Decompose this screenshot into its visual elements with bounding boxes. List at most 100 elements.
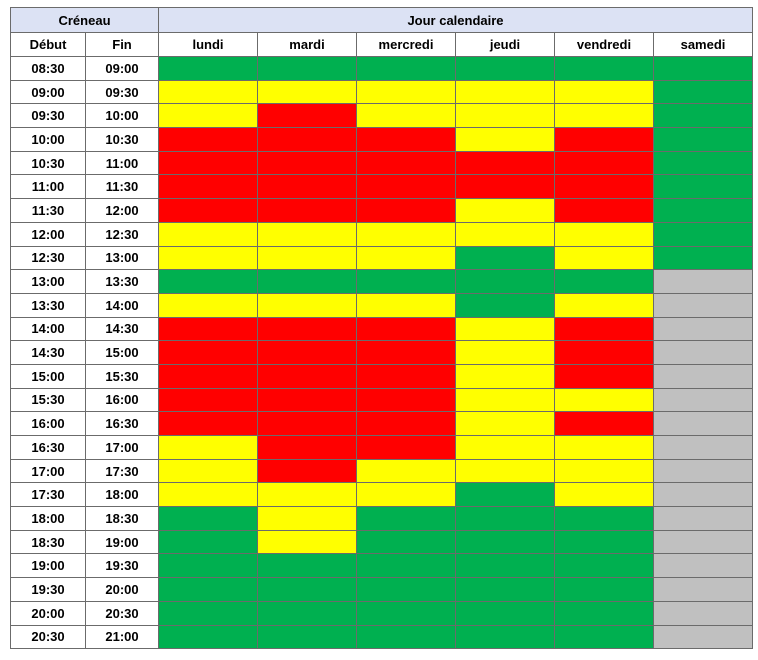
- status-cell: [554, 577, 654, 602]
- status-cell: [653, 577, 753, 602]
- status-cell: [356, 506, 456, 531]
- status-cell: [158, 292, 258, 318]
- slot-row: 15:00 15:30: [10, 363, 753, 389]
- status-cell: [554, 316, 654, 342]
- status-cell: [356, 600, 456, 626]
- slot-row: 18:00 18:30: [10, 506, 753, 531]
- status-cell: [455, 198, 555, 223]
- status-cell: [653, 221, 753, 247]
- status-cell: [158, 600, 258, 626]
- slot-row: 13:30 14:00: [10, 292, 753, 318]
- day-name: mercredi: [356, 32, 456, 57]
- slot-header: Créneau: [10, 7, 159, 33]
- start-time: 09:00: [10, 79, 86, 105]
- status-cell: [158, 79, 258, 105]
- status-cell: [158, 150, 258, 176]
- status-cell: [257, 577, 357, 602]
- slot-row: 11:30 12:00: [10, 198, 753, 223]
- status-cell: [158, 553, 258, 579]
- day-name: lundi: [158, 32, 258, 57]
- status-cell: [554, 269, 654, 294]
- status-cell: [257, 387, 357, 413]
- start-time: 20:30: [10, 624, 86, 650]
- status-cell: [158, 340, 258, 365]
- end-time: 15:00: [85, 340, 159, 365]
- status-cell: [653, 411, 753, 436]
- status-cell: [455, 316, 555, 342]
- slot-row: 11:00 11:30: [10, 174, 753, 200]
- day-name: samedi: [653, 32, 753, 57]
- status-cell: [356, 316, 456, 342]
- status-cell: [455, 624, 555, 650]
- slot-row: 08:30 09:00: [10, 56, 753, 81]
- start-time: 11:30: [10, 198, 86, 223]
- end-time: 17:00: [85, 435, 159, 460]
- status-cell: [356, 458, 456, 484]
- status-cell: [653, 387, 753, 413]
- status-cell: [653, 506, 753, 531]
- status-cell: [158, 506, 258, 531]
- status-cell: [554, 624, 654, 650]
- day-name: mardi: [257, 32, 357, 57]
- status-cell: [554, 292, 654, 318]
- status-cell: [257, 245, 357, 271]
- status-cell: [653, 363, 753, 389]
- status-cell: [653, 150, 753, 176]
- status-cell: [356, 269, 456, 294]
- status-cell: [356, 435, 456, 460]
- schedule-table: Créneau Jour calendaire Début Fin lundi m…: [10, 7, 753, 650]
- status-cell: [653, 198, 753, 223]
- status-cell: [653, 174, 753, 200]
- status-cell: [257, 506, 357, 531]
- status-cell: [356, 577, 456, 602]
- slot-row: 17:00 17:30: [10, 458, 753, 484]
- status-cell: [455, 245, 555, 271]
- status-cell: [455, 577, 555, 602]
- status-cell: [653, 127, 753, 152]
- start-time: 08:30: [10, 56, 86, 81]
- end-time: 14:30: [85, 316, 159, 342]
- header-row: Créneau Jour calendaire: [10, 7, 753, 33]
- slot-row: 10:30 11:00: [10, 150, 753, 176]
- status-cell: [356, 529, 456, 555]
- status-cell: [455, 174, 555, 200]
- status-cell: [158, 529, 258, 555]
- status-cell: [158, 624, 258, 650]
- status-cell: [455, 56, 555, 81]
- status-cell: [257, 600, 357, 626]
- end-time: 20:00: [85, 577, 159, 602]
- end-time: 13:30: [85, 269, 159, 294]
- status-cell: [257, 127, 357, 152]
- status-cell: [554, 553, 654, 579]
- status-cell: [356, 198, 456, 223]
- status-cell: [257, 198, 357, 223]
- start-time: 14:30: [10, 340, 86, 365]
- status-cell: [158, 221, 258, 247]
- slot-row: 09:00 09:30: [10, 79, 753, 105]
- status-cell: [356, 150, 456, 176]
- status-cell: [554, 387, 654, 413]
- status-cell: [158, 458, 258, 484]
- status-cell: [257, 340, 357, 365]
- status-cell: [554, 245, 654, 271]
- status-cell: [455, 529, 555, 555]
- status-cell: [653, 79, 753, 105]
- status-cell: [356, 103, 456, 129]
- status-cell: [158, 387, 258, 413]
- status-cell: [554, 506, 654, 531]
- start-time: 20:00: [10, 600, 86, 626]
- status-cell: [554, 458, 654, 484]
- status-cell: [653, 56, 753, 81]
- status-cell: [356, 387, 456, 413]
- end-time: 09:00: [85, 56, 159, 81]
- start-time: 18:30: [10, 529, 86, 555]
- status-cell: [257, 411, 357, 436]
- status-cell: [653, 340, 753, 365]
- start-time: 17:00: [10, 458, 86, 484]
- day-name: jeudi: [455, 32, 555, 57]
- start-time: 12:00: [10, 221, 86, 247]
- status-cell: [158, 363, 258, 389]
- slot-row: 12:00 12:30: [10, 221, 753, 247]
- status-cell: [356, 292, 456, 318]
